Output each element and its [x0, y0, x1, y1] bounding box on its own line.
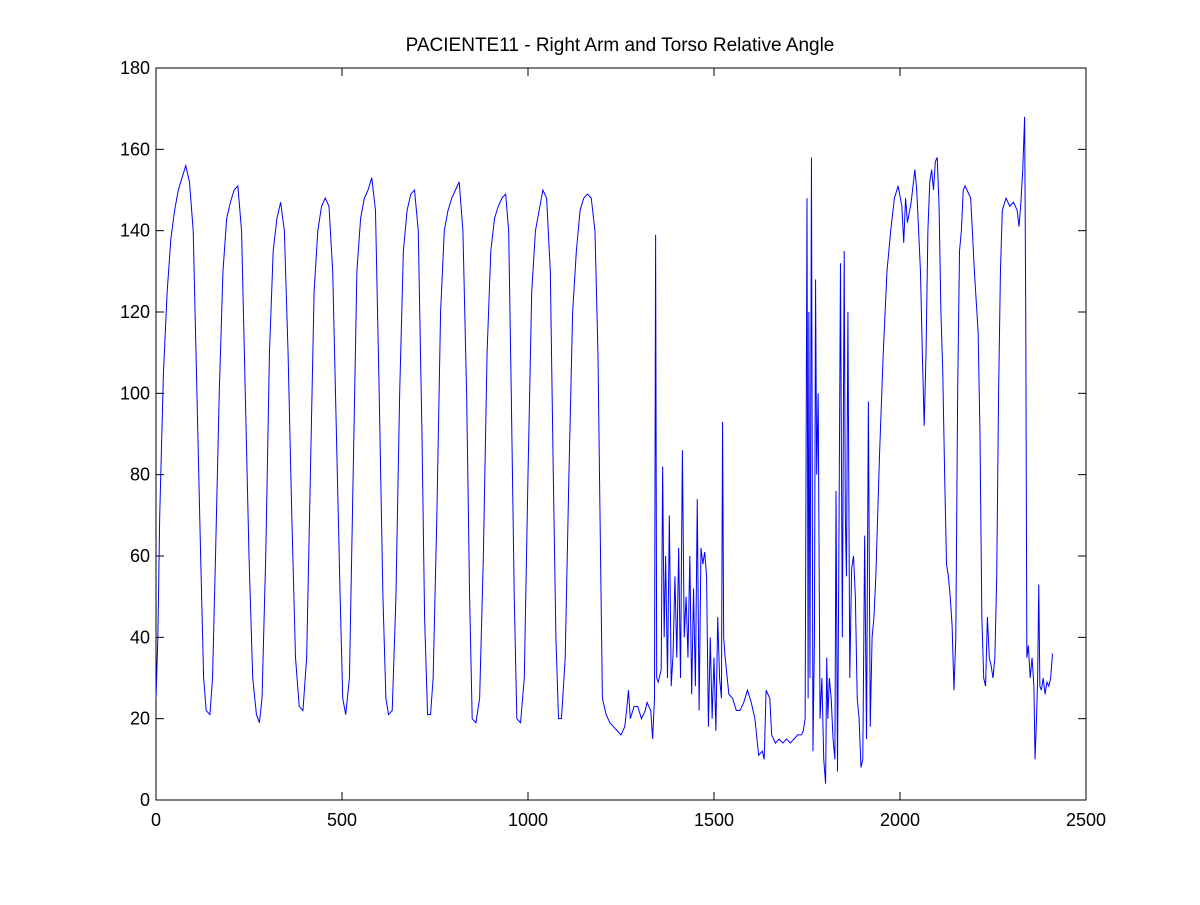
y-tick-label: 100 [120, 383, 150, 403]
y-tick-label: 40 [130, 627, 150, 647]
axes-box [155, 67, 1087, 801]
series-line-0 [155, 116, 1054, 784]
x-tick-label: 2000 [880, 810, 920, 830]
y-axis: 0 20 40 60 80 100 120 140 160 180 [120, 58, 1086, 810]
x-tick-label: 500 [327, 810, 357, 830]
y-tick-label: 0 [140, 790, 150, 810]
plot-area [155, 67, 1087, 801]
x-tick-label: 1000 [508, 810, 548, 830]
x-tick-label: 2500 [1066, 810, 1106, 830]
y-tick-label: 180 [120, 58, 150, 78]
x-tick-label: 1500 [694, 810, 734, 830]
y-tick-label: 120 [120, 302, 150, 322]
y-tick-label: 80 [130, 465, 150, 485]
x-axis: 0 500 1000 1500 2000 2500 [151, 68, 1106, 830]
y-tick-label: 20 [130, 709, 150, 729]
x-tick-label: 0 [151, 810, 161, 830]
chart-title: PACIENTE11 - Right Arm and Torso Relativ… [406, 35, 835, 56]
y-tick-label: 60 [130, 546, 150, 566]
y-tick-label: 140 [120, 221, 150, 241]
y-tick-label: 160 [120, 139, 150, 159]
